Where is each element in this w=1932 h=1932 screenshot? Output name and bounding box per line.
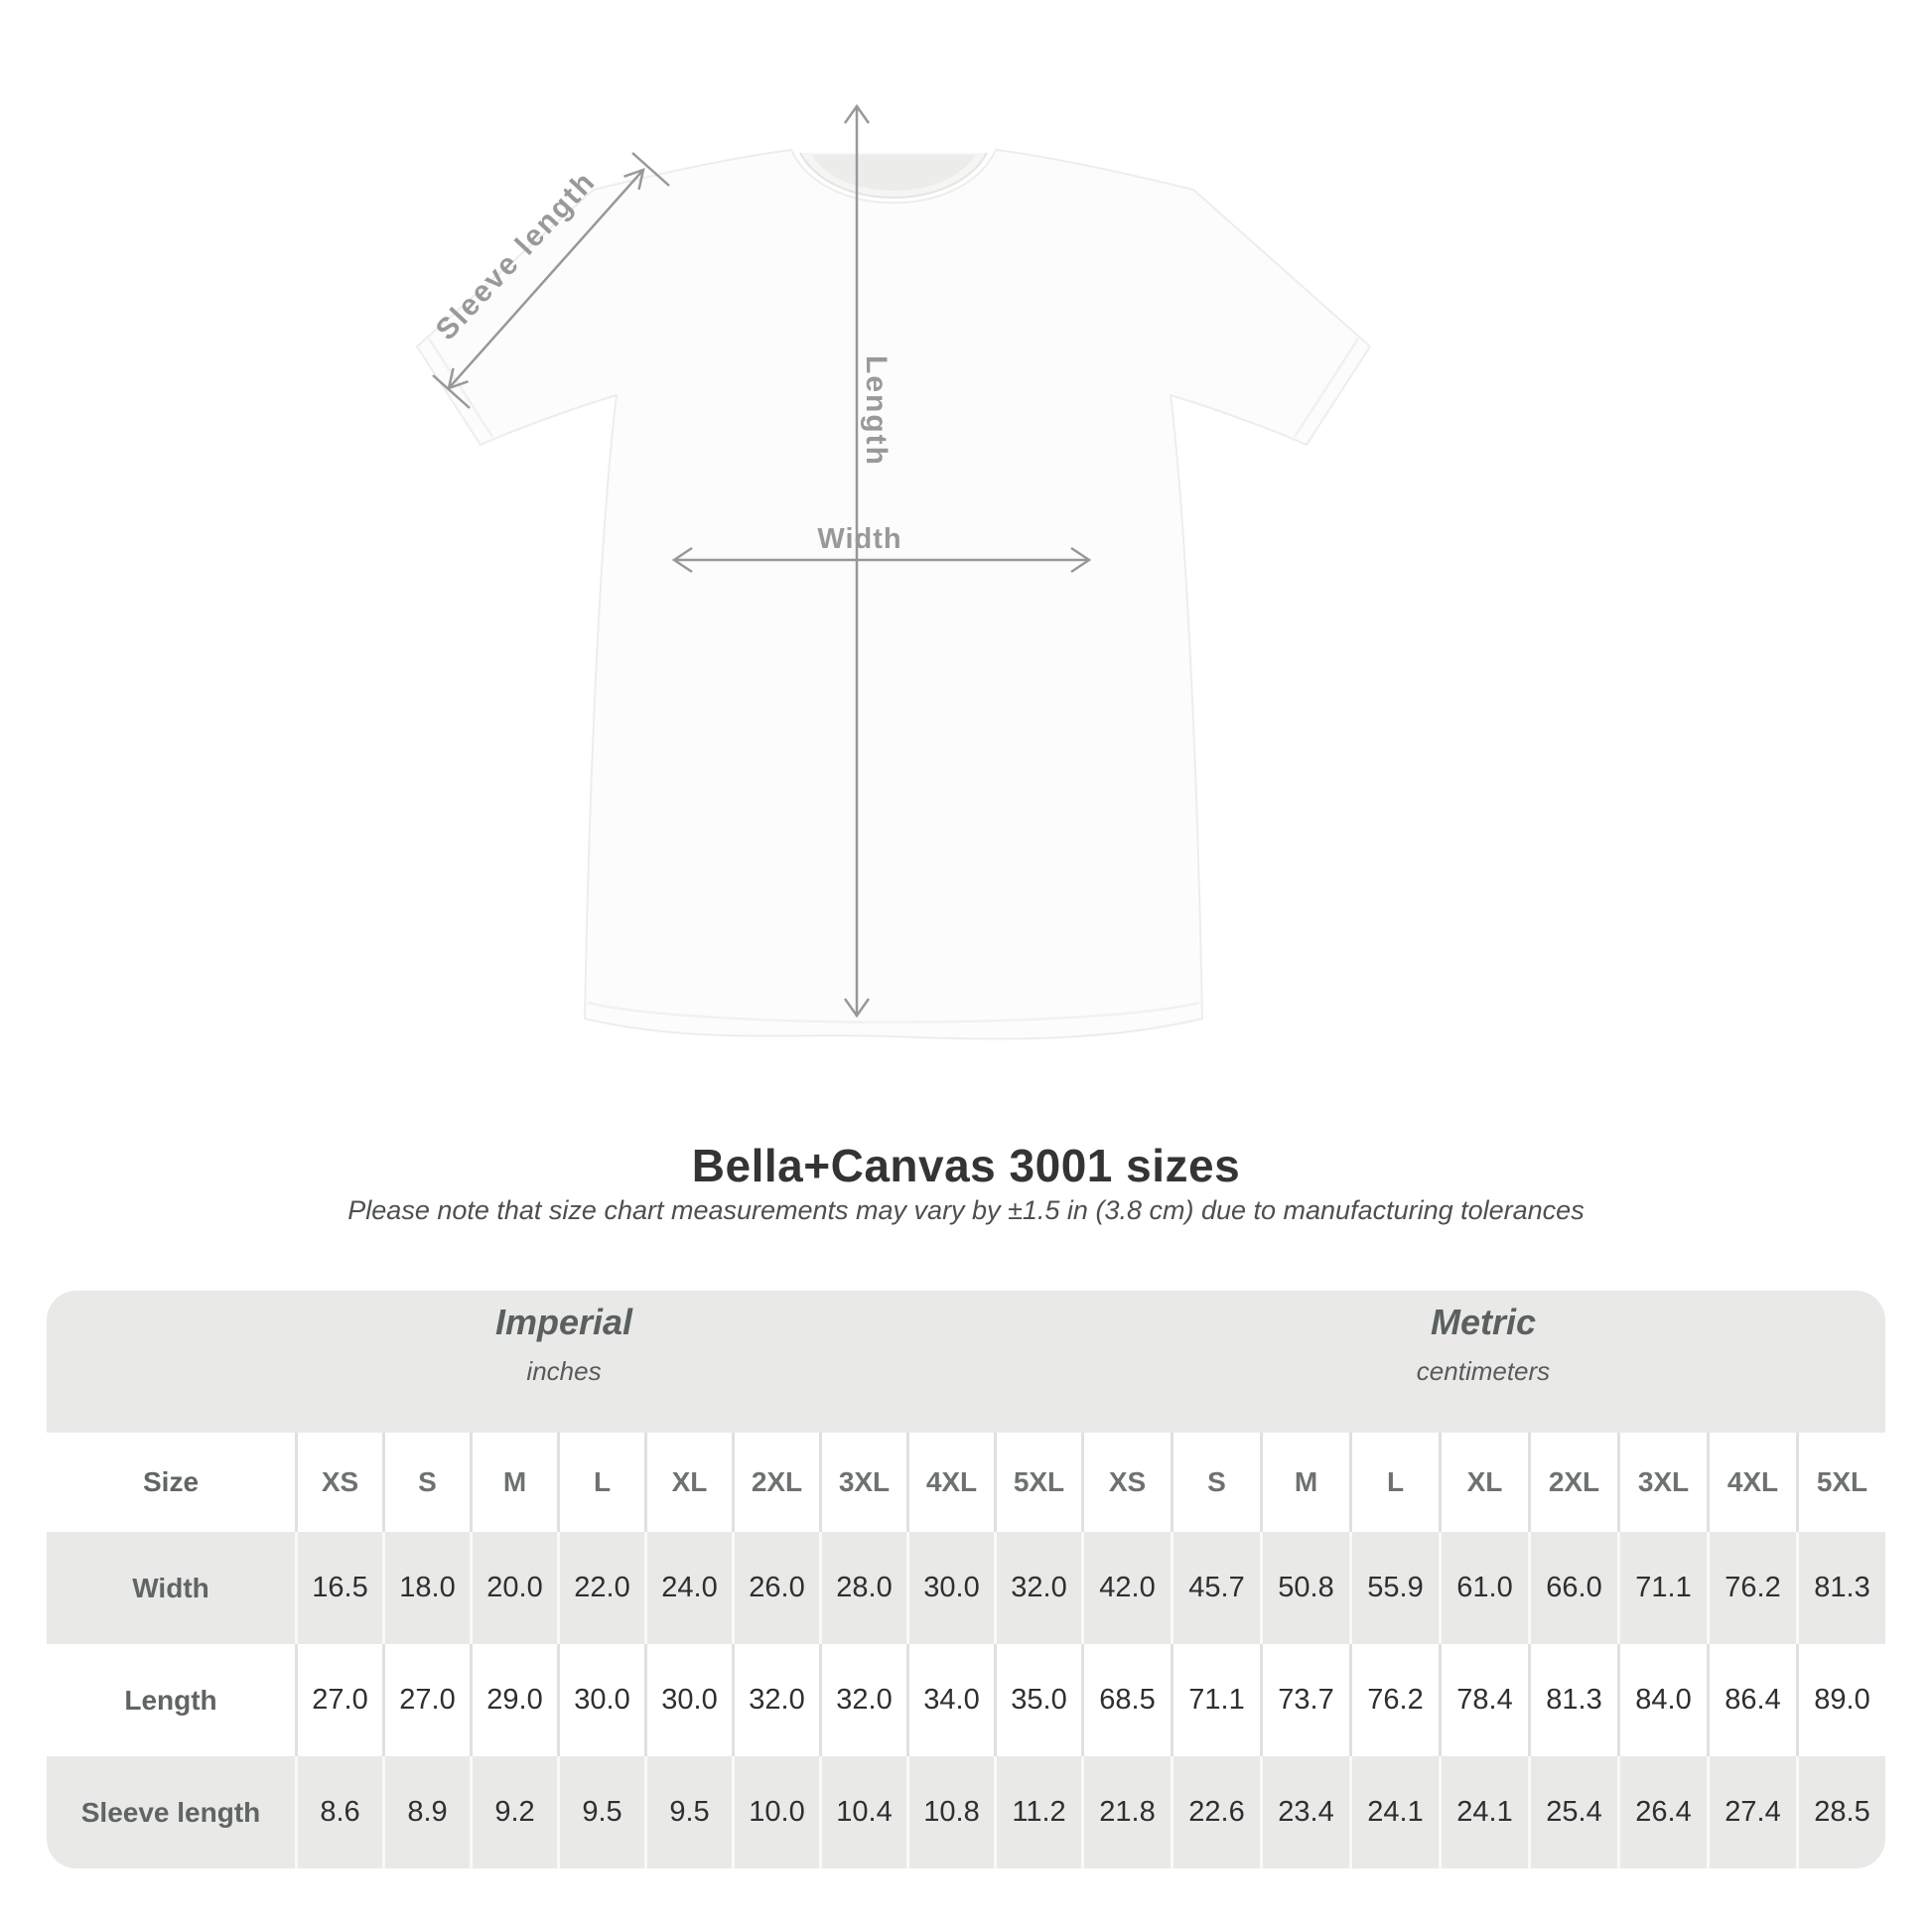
width-cm-5xl: 81.3	[1796, 1532, 1885, 1644]
sleeve-cm-5xl: 28.5	[1796, 1756, 1885, 1868]
width-in-3xl: 28.0	[819, 1532, 906, 1644]
width-arrow	[671, 546, 1092, 574]
size-imperial-s: S	[382, 1433, 470, 1532]
unit-system-band: Imperial inches Metric centimeters	[47, 1291, 1885, 1433]
length-in-xl: 30.0	[644, 1644, 732, 1756]
imperial-label: Imperial	[494, 1302, 633, 1342]
length-cm-xl: 78.4	[1439, 1644, 1528, 1756]
metric-section-header: Metric centimeters	[1081, 1291, 1885, 1433]
size-metric-xl: XL	[1439, 1433, 1528, 1532]
collar-opening	[812, 155, 975, 191]
width-in-5xl: 32.0	[994, 1532, 1081, 1644]
length-cm-4xl: 86.4	[1707, 1644, 1796, 1756]
length-cm-xs: 68.5	[1081, 1644, 1171, 1756]
width-cm-m: 50.8	[1260, 1532, 1349, 1644]
width-in-2xl: 26.0	[732, 1532, 819, 1644]
tshirt-silhouette	[415, 148, 1372, 1040]
measurements-table: Size XS S M L XL 2XL 3XL 4XL 5XL XS S M …	[47, 1433, 1885, 1868]
length-cm-l: 76.2	[1349, 1644, 1439, 1756]
width-in-xl: 24.0	[644, 1532, 732, 1644]
metric-unit-label: centimeters	[1416, 1356, 1551, 1386]
size-metric-5xl: 5XL	[1796, 1433, 1885, 1532]
sleeve-in-3xl: 10.4	[819, 1756, 906, 1868]
sleeve-cm-xs: 21.8	[1081, 1756, 1171, 1868]
width-cm-3xl: 71.1	[1617, 1532, 1707, 1644]
size-imperial-5xl: 5XL	[994, 1433, 1081, 1532]
length-in-5xl: 35.0	[994, 1644, 1081, 1756]
sleeve-in-2xl: 10.0	[732, 1756, 819, 1868]
size-imperial-4xl: 4XL	[906, 1433, 994, 1532]
sleeve-cm-m: 23.4	[1260, 1756, 1349, 1868]
size-imperial-l: L	[557, 1433, 644, 1532]
sleeve-row-label: Sleeve length	[47, 1756, 295, 1868]
length-cm-s: 71.1	[1171, 1644, 1260, 1756]
length-label: Length	[860, 355, 893, 467]
size-metric-3xl: 3XL	[1617, 1433, 1707, 1532]
size-imperial-xs: XS	[295, 1433, 382, 1532]
width-cm-s: 45.7	[1171, 1532, 1260, 1644]
imperial-section-header: Imperial inches	[47, 1291, 1081, 1433]
length-row: Length 27.0 27.0 29.0 30.0 30.0 32.0 32.…	[47, 1644, 1885, 1756]
sleeve-in-l: 9.5	[557, 1756, 644, 1868]
size-metric-4xl: 4XL	[1707, 1433, 1796, 1532]
width-cm-4xl: 76.2	[1707, 1532, 1796, 1644]
sleeve-cm-3xl: 26.4	[1617, 1756, 1707, 1868]
width-label: Width	[817, 523, 902, 555]
tshirt-diagram	[415, 103, 1372, 1040]
size-table: Imperial inches Metric centimeters Size …	[47, 1291, 1885, 1868]
imperial-unit-label: inches	[526, 1356, 602, 1386]
page-title: Bella+Canvas 3001 sizes	[691, 1140, 1241, 1191]
width-in-xs: 16.5	[295, 1532, 382, 1644]
size-imperial-m: M	[470, 1433, 557, 1532]
width-cm-xs: 42.0	[1081, 1532, 1171, 1644]
sleeve-in-5xl: 11.2	[994, 1756, 1081, 1868]
width-in-m: 20.0	[470, 1532, 557, 1644]
metric-label: Metric	[1430, 1302, 1537, 1342]
width-cm-2xl: 66.0	[1528, 1532, 1617, 1644]
sleeve-cm-4xl: 27.4	[1707, 1756, 1796, 1868]
length-in-2xl: 32.0	[732, 1644, 819, 1756]
length-in-l: 30.0	[557, 1644, 644, 1756]
width-row-label: Width	[47, 1532, 295, 1644]
sleeve-cm-xl: 24.1	[1439, 1756, 1528, 1868]
sleeve-length-row: Sleeve length 8.6 8.9 9.2 9.5 9.5 10.0 1…	[47, 1756, 1885, 1868]
sleeve-in-s: 8.9	[382, 1756, 470, 1868]
sleeve-in-xs: 8.6	[295, 1756, 382, 1868]
size-metric-l: L	[1349, 1433, 1439, 1532]
width-cm-xl: 61.0	[1439, 1532, 1528, 1644]
length-in-s: 27.0	[382, 1644, 470, 1756]
length-in-4xl: 34.0	[906, 1644, 994, 1756]
width-in-l: 22.0	[557, 1532, 644, 1644]
sleeve-cm-s: 22.6	[1171, 1756, 1260, 1868]
length-cm-2xl: 81.3	[1528, 1644, 1617, 1756]
sleeve-in-4xl: 10.8	[906, 1756, 994, 1868]
width-in-s: 18.0	[382, 1532, 470, 1644]
sleeve-cm-2xl: 25.4	[1528, 1756, 1617, 1868]
width-cm-l: 55.9	[1349, 1532, 1439, 1644]
size-metric-xs: XS	[1081, 1433, 1171, 1532]
size-imperial-xl: XL	[644, 1433, 732, 1532]
size-metric-s: S	[1171, 1433, 1260, 1532]
size-header-row: Size XS S M L XL 2XL 3XL 4XL 5XL XS S M …	[47, 1433, 1885, 1532]
length-cm-3xl: 84.0	[1617, 1644, 1707, 1756]
sleeve-in-m: 9.2	[470, 1756, 557, 1868]
length-cm-5xl: 89.0	[1796, 1644, 1885, 1756]
length-in-3xl: 32.0	[819, 1644, 906, 1756]
size-header-cell: Size	[47, 1433, 295, 1532]
width-row: Width 16.5 18.0 20.0 22.0 24.0 26.0 28.0…	[47, 1532, 1885, 1644]
length-in-m: 29.0	[470, 1644, 557, 1756]
width-in-4xl: 30.0	[906, 1532, 994, 1644]
size-metric-2xl: 2XL	[1528, 1433, 1617, 1532]
length-row-label: Length	[47, 1644, 295, 1756]
sleeve-length-arrow	[432, 152, 670, 409]
size-imperial-2xl: 2XL	[732, 1433, 819, 1532]
size-metric-m: M	[1260, 1433, 1349, 1532]
sleeve-in-xl: 9.5	[644, 1756, 732, 1868]
length-in-xs: 27.0	[295, 1644, 382, 1756]
sleeve-cm-l: 24.1	[1349, 1756, 1439, 1868]
tolerance-note: Please note that size chart measurements…	[347, 1195, 1585, 1225]
length-cm-m: 73.7	[1260, 1644, 1349, 1756]
size-imperial-3xl: 3XL	[819, 1433, 906, 1532]
